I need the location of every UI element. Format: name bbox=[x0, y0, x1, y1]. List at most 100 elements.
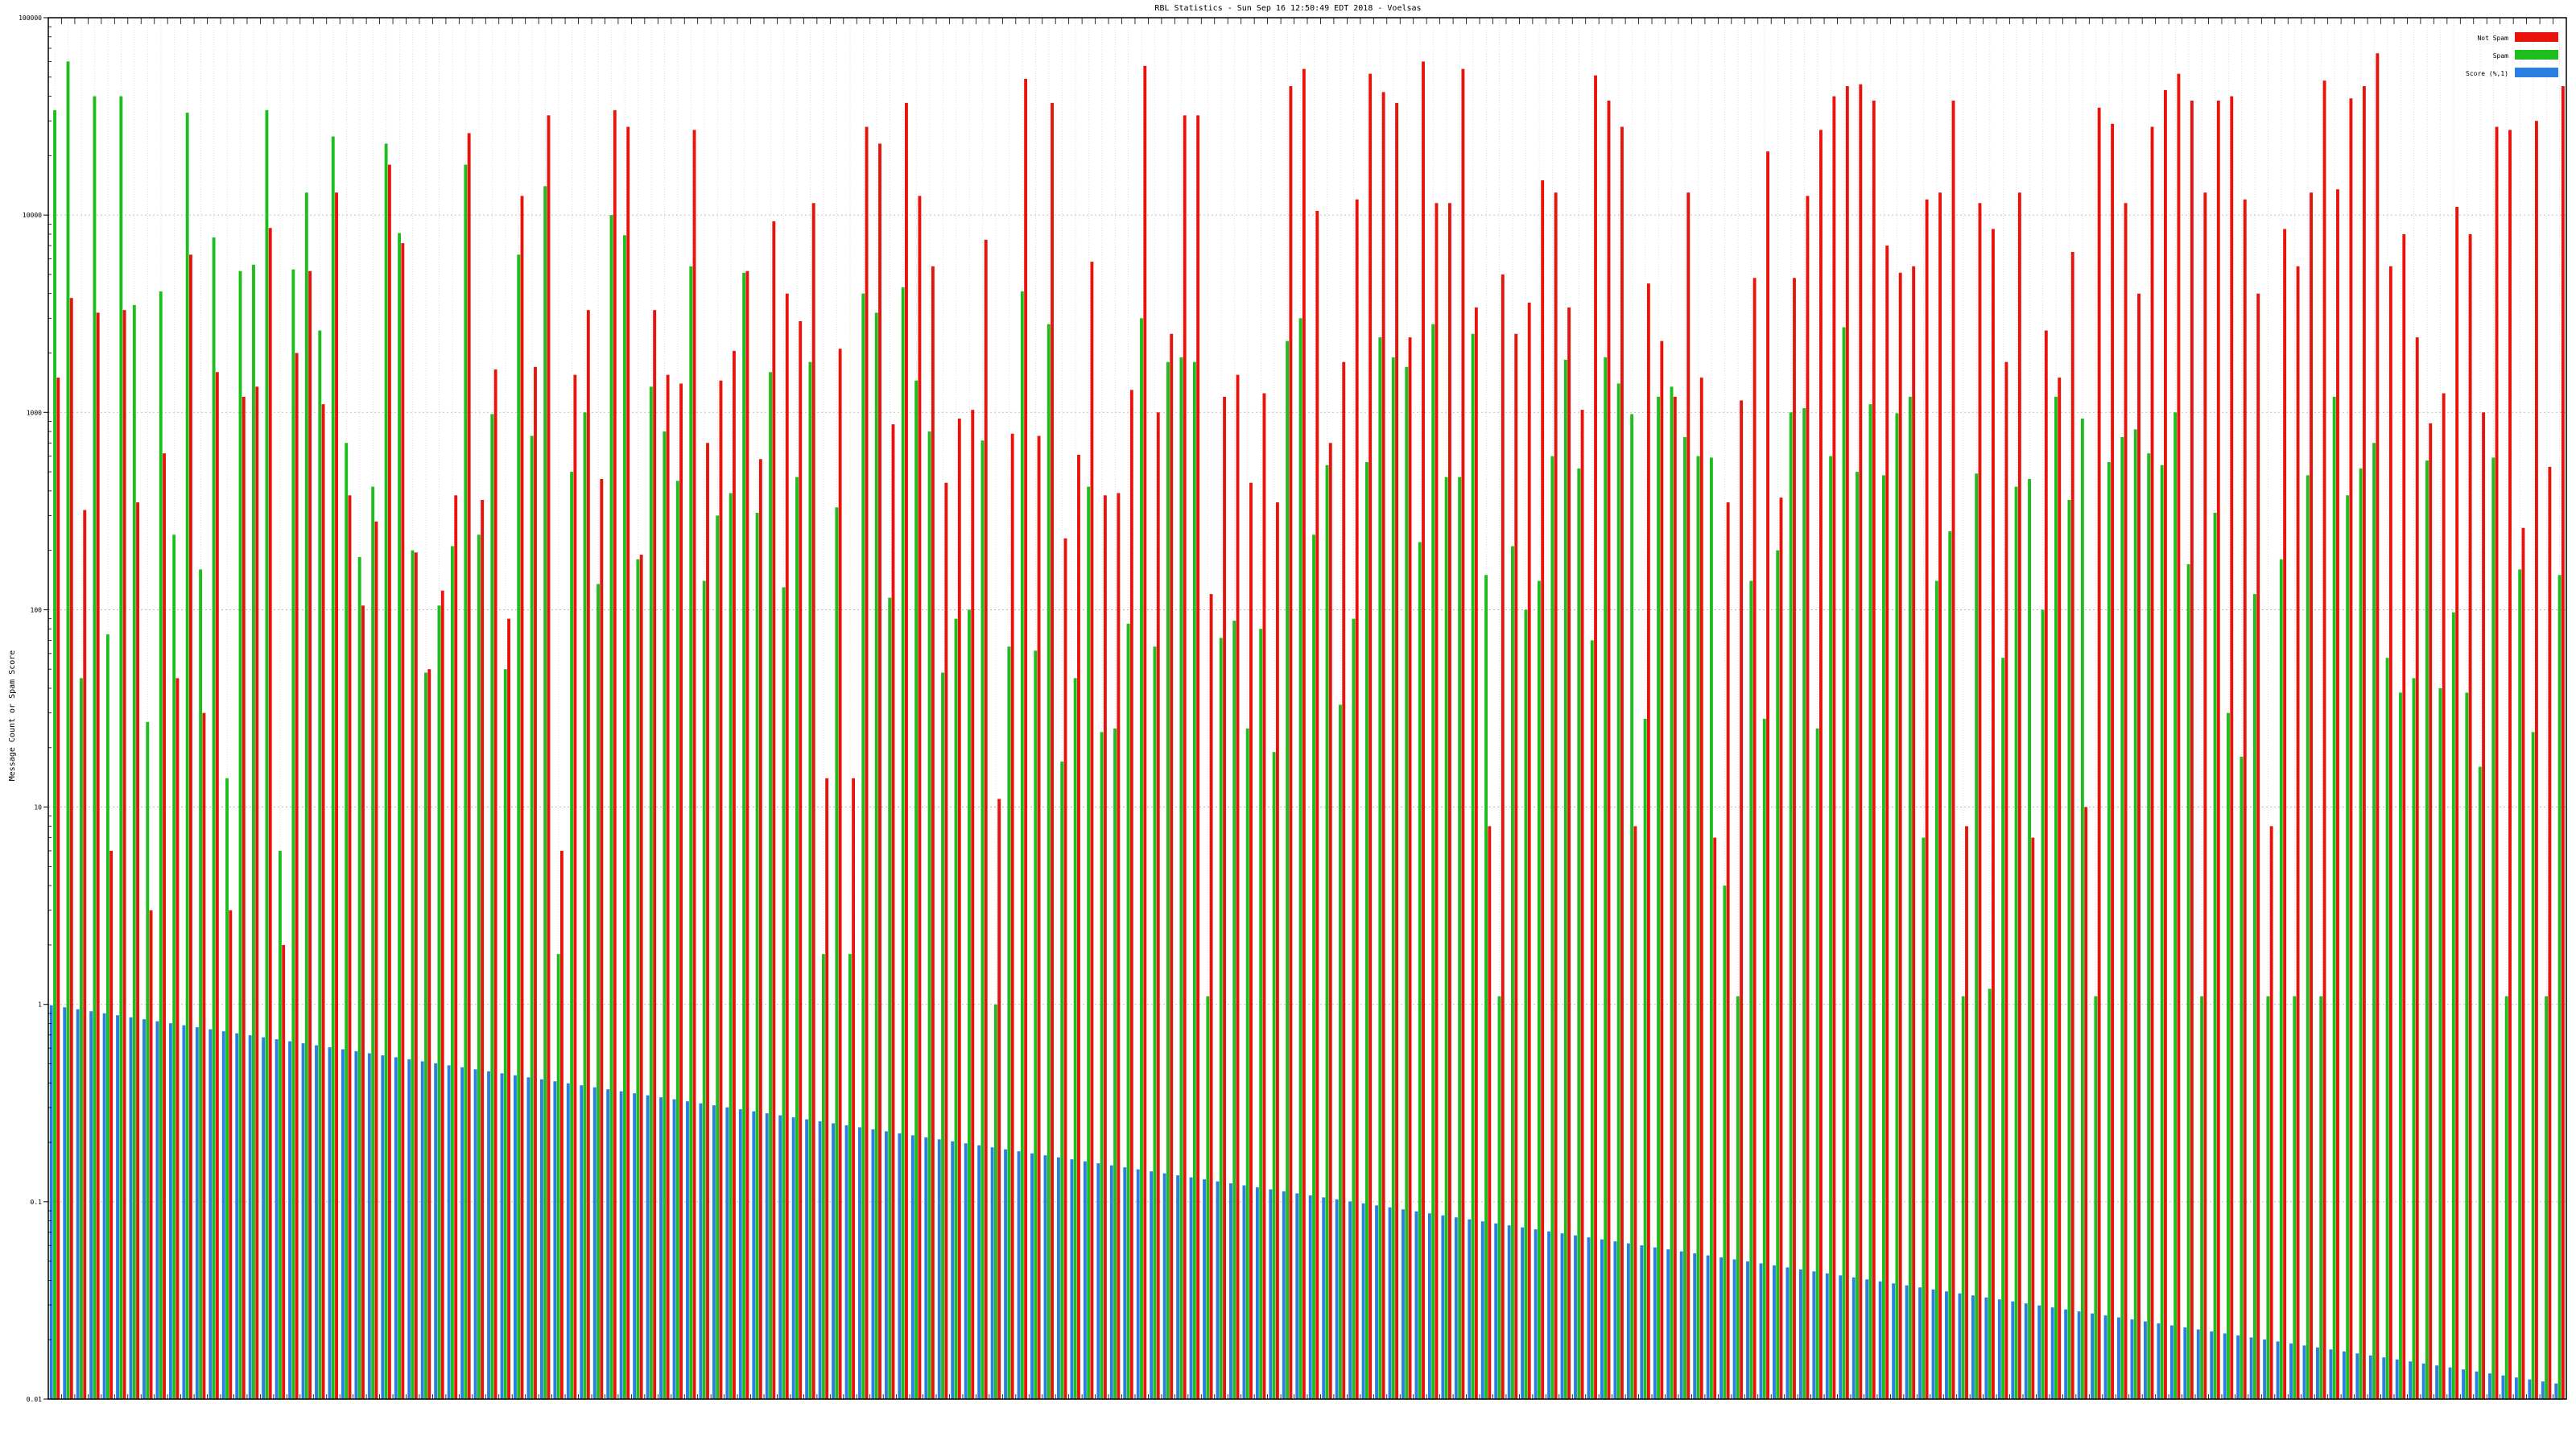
not-spam-bar bbox=[1633, 826, 1637, 1399]
not-spam-bar bbox=[2031, 837, 2035, 1399]
spam-bar bbox=[331, 136, 335, 1400]
spam-bar bbox=[1643, 718, 1647, 1399]
score-bar bbox=[195, 1027, 199, 1399]
not-spam-bar bbox=[865, 126, 869, 1399]
y-axis-label: Message Count or Spam Score bbox=[8, 650, 17, 782]
not-spam-bar bbox=[109, 850, 114, 1399]
score-bar bbox=[2263, 1339, 2267, 1399]
not-spam-bar bbox=[971, 410, 975, 1399]
score-bar bbox=[977, 1145, 981, 1399]
not-spam-bar bbox=[1607, 101, 1611, 1399]
score-bar bbox=[553, 1081, 557, 1399]
not-spam-bar bbox=[2561, 86, 2565, 1400]
not-spam-bar bbox=[891, 424, 895, 1400]
not-spam-bar bbox=[255, 386, 259, 1399]
not-spam-bar bbox=[984, 239, 988, 1399]
legend-label: Spam bbox=[2493, 52, 2508, 60]
score-bar bbox=[2541, 1381, 2545, 1399]
not-spam-bar bbox=[2548, 466, 2552, 1400]
spam-bar bbox=[159, 291, 163, 1399]
spam-bar bbox=[212, 237, 216, 1399]
score-bar bbox=[1427, 1213, 1431, 1399]
score-bar bbox=[2342, 1351, 2346, 1399]
spam-bar bbox=[861, 293, 865, 1399]
not-spam-bar bbox=[149, 910, 153, 1399]
not-spam-bar bbox=[2468, 233, 2472, 1399]
spam-bar bbox=[450, 546, 454, 1399]
y-tick-label: 0.1 bbox=[31, 1199, 43, 1206]
score-bar bbox=[2249, 1337, 2253, 1399]
not-spam-bar bbox=[613, 109, 617, 1399]
not-spam-bar bbox=[1342, 361, 1346, 1399]
spam-bar bbox=[93, 96, 97, 1400]
not-spam-bar bbox=[1275, 502, 1279, 1399]
spam-bar bbox=[1060, 762, 1064, 1399]
score-bar bbox=[539, 1079, 543, 1399]
spam-bar bbox=[1298, 318, 1302, 1399]
score-bar bbox=[155, 1021, 159, 1399]
spam-bar bbox=[1034, 650, 1038, 1399]
spam-bar bbox=[384, 143, 388, 1399]
spam-bar bbox=[1232, 621, 1236, 1399]
not-spam-bar bbox=[1620, 126, 1624, 1399]
legend-swatch bbox=[2515, 68, 2558, 77]
spam-bar bbox=[1895, 413, 1899, 1399]
spam-bar bbox=[689, 266, 693, 1400]
not-spam-bar bbox=[175, 678, 180, 1399]
not-spam-bar bbox=[931, 266, 935, 1400]
spam-bar bbox=[623, 235, 626, 1400]
not-spam-bar bbox=[2402, 233, 2406, 1399]
not-spam-bar bbox=[1262, 393, 1266, 1399]
score-bar bbox=[1030, 1153, 1034, 1399]
spam-bar bbox=[1975, 473, 1979, 1399]
spam-bar bbox=[1829, 456, 1833, 1399]
not-spam-bar bbox=[2349, 98, 2353, 1400]
not-spam-bar bbox=[1368, 73, 1373, 1399]
score-bar bbox=[1785, 1267, 1790, 1399]
score-bar bbox=[2130, 1319, 2134, 1399]
score-bar bbox=[1693, 1253, 1697, 1399]
not-spam-bar bbox=[2376, 53, 2380, 1399]
spam-bar bbox=[304, 192, 308, 1400]
score-bar bbox=[1322, 1197, 1326, 1399]
spam-bar bbox=[1286, 341, 1290, 1399]
not-spam-bar bbox=[401, 243, 405, 1399]
score-bar bbox=[1150, 1171, 1154, 1399]
score-bar bbox=[1335, 1199, 1339, 1399]
spam-bar bbox=[1550, 456, 1554, 1399]
not-spam-bar bbox=[2362, 86, 2366, 1400]
spam-bar bbox=[1922, 837, 1926, 1399]
not-spam-bar bbox=[189, 254, 192, 1399]
spam-bar bbox=[1657, 396, 1661, 1399]
spam-bar bbox=[2557, 575, 2562, 1399]
not-spam-bar bbox=[838, 349, 842, 1400]
score-bar bbox=[1388, 1207, 1392, 1399]
not-spam-bar bbox=[493, 369, 497, 1399]
spam-bar bbox=[1577, 468, 1581, 1399]
spam-bar bbox=[371, 486, 375, 1399]
score-bar bbox=[1441, 1215, 1445, 1399]
not-spam-bar bbox=[229, 910, 233, 1399]
score-bar bbox=[619, 1091, 623, 1399]
spam-bar bbox=[1046, 324, 1051, 1400]
not-spam-bar bbox=[1037, 436, 1041, 1399]
spam-bar bbox=[1312, 535, 1315, 1400]
not-spam-bar bbox=[1567, 307, 1571, 1400]
not-spam-bar bbox=[1090, 262, 1094, 1400]
not-spam-bar bbox=[1328, 443, 1332, 1400]
not-spam-bar bbox=[215, 372, 219, 1399]
spam-bar bbox=[1749, 580, 1753, 1399]
not-spam-bar bbox=[1793, 278, 1796, 1399]
score-bar bbox=[262, 1037, 266, 1399]
not-spam-bar bbox=[811, 203, 815, 1400]
spam-bar bbox=[1524, 609, 1528, 1399]
spam-bar bbox=[1100, 732, 1104, 1399]
not-spam-bar bbox=[268, 228, 272, 1400]
spam-bar bbox=[1405, 366, 1409, 1399]
not-spam-bar bbox=[1660, 341, 1664, 1399]
spam-bar bbox=[901, 287, 905, 1399]
score-bar bbox=[1653, 1247, 1657, 1399]
spam-bar bbox=[1259, 629, 1263, 1399]
not-spam-bar bbox=[997, 799, 1001, 1399]
score-bar bbox=[76, 1009, 80, 1399]
